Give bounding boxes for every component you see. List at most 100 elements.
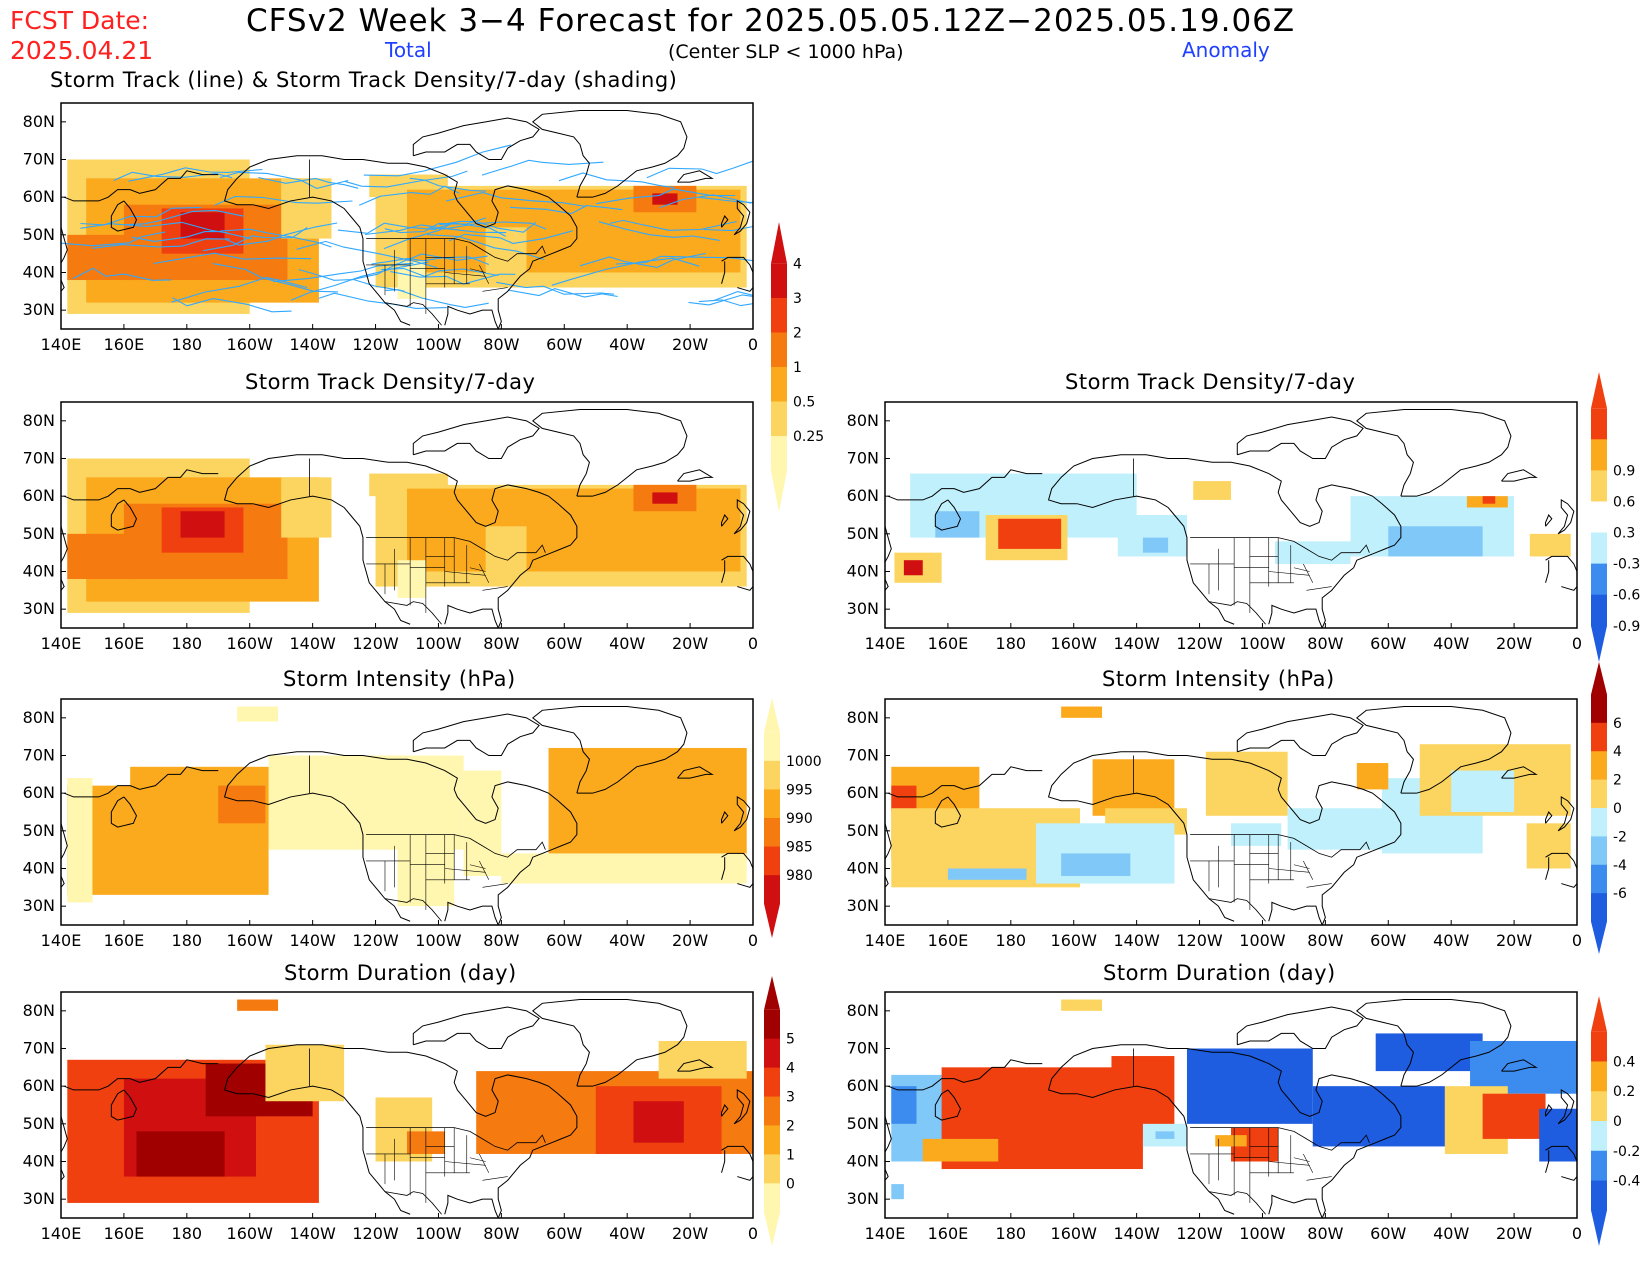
coastline bbox=[885, 526, 892, 591]
lon-tick-label: 100W bbox=[415, 1224, 462, 1243]
lon-tick-label: 40W bbox=[609, 335, 645, 354]
coastline bbox=[110, 499, 138, 531]
colorbar-label: -6 bbox=[1613, 886, 1627, 902]
coastline bbox=[1047, 454, 1402, 628]
figure-title: CFSv2 Week 3−4 Forecast for 2025.05.05.1… bbox=[246, 3, 1296, 39]
state-border bbox=[444, 1161, 486, 1166]
coastline bbox=[412, 117, 540, 160]
colorbar-label: 1 bbox=[786, 1147, 795, 1163]
state-border bbox=[1306, 586, 1332, 591]
lon-tick-label: 160E bbox=[104, 335, 145, 354]
storm-track-line bbox=[509, 205, 623, 215]
shading-cell bbox=[652, 492, 678, 504]
lat-tick-label: 80N bbox=[23, 1001, 55, 1020]
state-border bbox=[444, 868, 486, 873]
storm-track-line bbox=[318, 292, 447, 309]
colorbar-segment bbox=[1591, 751, 1607, 781]
coastline bbox=[737, 883, 753, 888]
colorbar-segment bbox=[1591, 1061, 1607, 1092]
lat-tick-label: 70N bbox=[23, 150, 55, 169]
shading-cell bbox=[218, 785, 266, 824]
coastline bbox=[721, 555, 753, 572]
colorbar-arrow-top bbox=[771, 222, 787, 264]
lon-tick-label: 100W bbox=[415, 335, 462, 354]
map-frame bbox=[884, 401, 1578, 629]
colorbar-segment bbox=[764, 732, 780, 762]
storm-track-line bbox=[615, 255, 753, 265]
lat-tick-label: 80N bbox=[23, 112, 55, 131]
total-column-label: Total bbox=[385, 38, 432, 62]
panel-title-density-anom: Storm Track Density/7-day bbox=[1065, 370, 1356, 394]
lon-tick-label: 180 bbox=[996, 1224, 1027, 1243]
lat-tick-label: 40N bbox=[23, 562, 55, 581]
colorbar-label: -0.6 bbox=[1613, 588, 1640, 604]
lat-tick-label: 40N bbox=[847, 859, 879, 878]
panel-title-intensity-anom: Storm Intensity (hPa) bbox=[1102, 667, 1335, 691]
shading-cell bbox=[237, 706, 279, 722]
colorbar-label: 0.25 bbox=[793, 429, 824, 445]
storm-track-line bbox=[123, 209, 245, 226]
lon-tick-label: 40W bbox=[1433, 1224, 1469, 1243]
lon-tick-label: 20W bbox=[672, 335, 708, 354]
state-border bbox=[1303, 1153, 1314, 1173]
colorbar-label: 4 bbox=[1613, 744, 1622, 760]
colorbar-label: 4 bbox=[786, 1061, 795, 1077]
coastline bbox=[934, 1089, 962, 1121]
colorbar-label: 990 bbox=[786, 811, 813, 827]
lat-tick-label: 50N bbox=[23, 524, 55, 543]
coastline bbox=[532, 999, 688, 1087]
shading-cell bbox=[237, 999, 279, 1011]
coastline bbox=[721, 852, 753, 869]
lon-tick-label: 40W bbox=[1433, 931, 1469, 950]
lat-tick-label: 80N bbox=[23, 708, 55, 727]
lon-tick-label: 160W bbox=[227, 931, 274, 950]
map-frame bbox=[60, 698, 754, 926]
storm-track-line bbox=[113, 171, 233, 182]
coastline bbox=[110, 796, 138, 828]
lon-tick-label: 80W bbox=[1307, 1224, 1343, 1243]
colorbar-segment bbox=[1591, 694, 1607, 724]
lon-tick-label: 20W bbox=[1496, 931, 1532, 950]
lon-tick-label: 100W bbox=[1239, 634, 1286, 653]
shading-cell bbox=[1205, 751, 1288, 816]
coastline bbox=[532, 706, 688, 794]
lat-tick-label: 30N bbox=[847, 896, 879, 915]
coastline bbox=[252, 792, 411, 922]
map-frame bbox=[60, 991, 754, 1219]
shading-cell bbox=[1312, 1086, 1445, 1147]
colorbar-segment bbox=[1591, 1180, 1607, 1211]
lon-tick-label: 160W bbox=[227, 1224, 274, 1243]
coastline bbox=[934, 499, 962, 531]
storm-track-line bbox=[171, 277, 308, 303]
lon-tick-label: 80W bbox=[483, 1224, 519, 1243]
storm-track-line bbox=[384, 217, 487, 234]
storm-track-line bbox=[381, 267, 499, 277]
colorbar-segment bbox=[1591, 408, 1607, 440]
country-border bbox=[1190, 537, 1370, 561]
coastline bbox=[63, 170, 219, 202]
shading-cell bbox=[652, 193, 678, 205]
storm-track-line bbox=[427, 234, 545, 261]
colorbar-segment bbox=[1591, 470, 1607, 502]
colorbar-arrow-top bbox=[764, 976, 780, 1010]
lat-tick-label: 60N bbox=[23, 187, 55, 206]
lat-tick-label: 40N bbox=[847, 1152, 879, 1171]
storm-track-line bbox=[445, 192, 586, 208]
coastline bbox=[887, 469, 1043, 501]
coastline bbox=[252, 1085, 411, 1215]
lon-tick-label: 60W bbox=[546, 931, 582, 950]
storm-track-line bbox=[579, 252, 706, 268]
lon-tick-label: 140W bbox=[1113, 931, 1160, 950]
colorbar-label: -4 bbox=[1613, 858, 1627, 874]
lon-tick-label: 40W bbox=[1433, 634, 1469, 653]
lon-tick-label: 100W bbox=[1239, 931, 1286, 950]
lat-tick-label: 30N bbox=[847, 599, 879, 618]
storm-track-line bbox=[290, 261, 429, 301]
map-panel-density-total: 80N 70N 60N 50N 40N 30N 140E 160E 180 160W 140W 120… bbox=[23, 401, 758, 653]
coastline bbox=[733, 796, 751, 832]
colorbar-arrow-bottom bbox=[764, 903, 780, 938]
colorbar-label: 4 bbox=[793, 256, 802, 272]
lon-tick-label: 140W bbox=[289, 1224, 336, 1243]
lon-tick-label: 160E bbox=[928, 1224, 969, 1243]
lat-tick-label: 40N bbox=[23, 859, 55, 878]
